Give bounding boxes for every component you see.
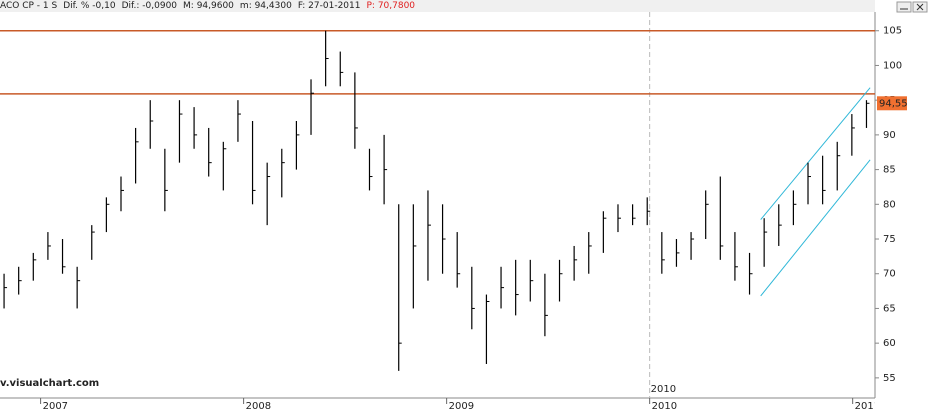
watermark: v.visualchart.com [0,378,99,389]
y-tick-label: 55 [883,373,896,384]
plot-area: 2010 2007 2008 2009 2010 2011 v.visualchart.co… [0,12,880,412]
y-tick-label: 70 [883,269,896,280]
header-field: P: 70,7800 [366,1,416,11]
header-field: F: 27-01-2011 [297,1,361,11]
x-tick-label: 2010 [652,401,677,412]
minimize-button[interactable] [896,1,912,13]
x-tick-label: 2007 [43,401,68,412]
x-tick-label: 2008 [246,401,271,412]
y-tick-label: 90 [883,130,896,141]
y-tick-label: 65 [883,303,896,314]
y-tick-label: 60 [883,338,896,349]
header-field: Dif. % -0,10 [63,1,116,11]
header-field: Dif.: -0,0900 [121,1,178,11]
x-tick-label: 2009 [449,401,474,412]
header-field: M: 94,9600 [183,1,234,11]
axis-panel [875,0,932,412]
y-tick-label: 75 [883,234,896,245]
x-tick-label: 2011 [855,401,880,412]
y-tick-label: 80 [883,199,896,210]
channel-line [760,159,871,297]
divider-label: 2010 [651,384,676,395]
close-icon [916,3,924,11]
last-price-label: 94,55 [879,98,908,109]
header-field: m: 94,4300 [239,1,292,11]
y-tick-label: 85 [883,165,896,176]
channel-line [760,87,871,220]
y-tick-label: 105 [883,26,902,37]
header-bar: ACO CP - 1 S Dif. % -0,10 Dif.: -0,0900 M: … [0,0,875,12]
header-field: ACO CP - 1 S [0,1,58,11]
y-tick-label: 100 [883,60,902,71]
window-buttons [896,1,928,13]
last-price-tag [877,96,907,111]
